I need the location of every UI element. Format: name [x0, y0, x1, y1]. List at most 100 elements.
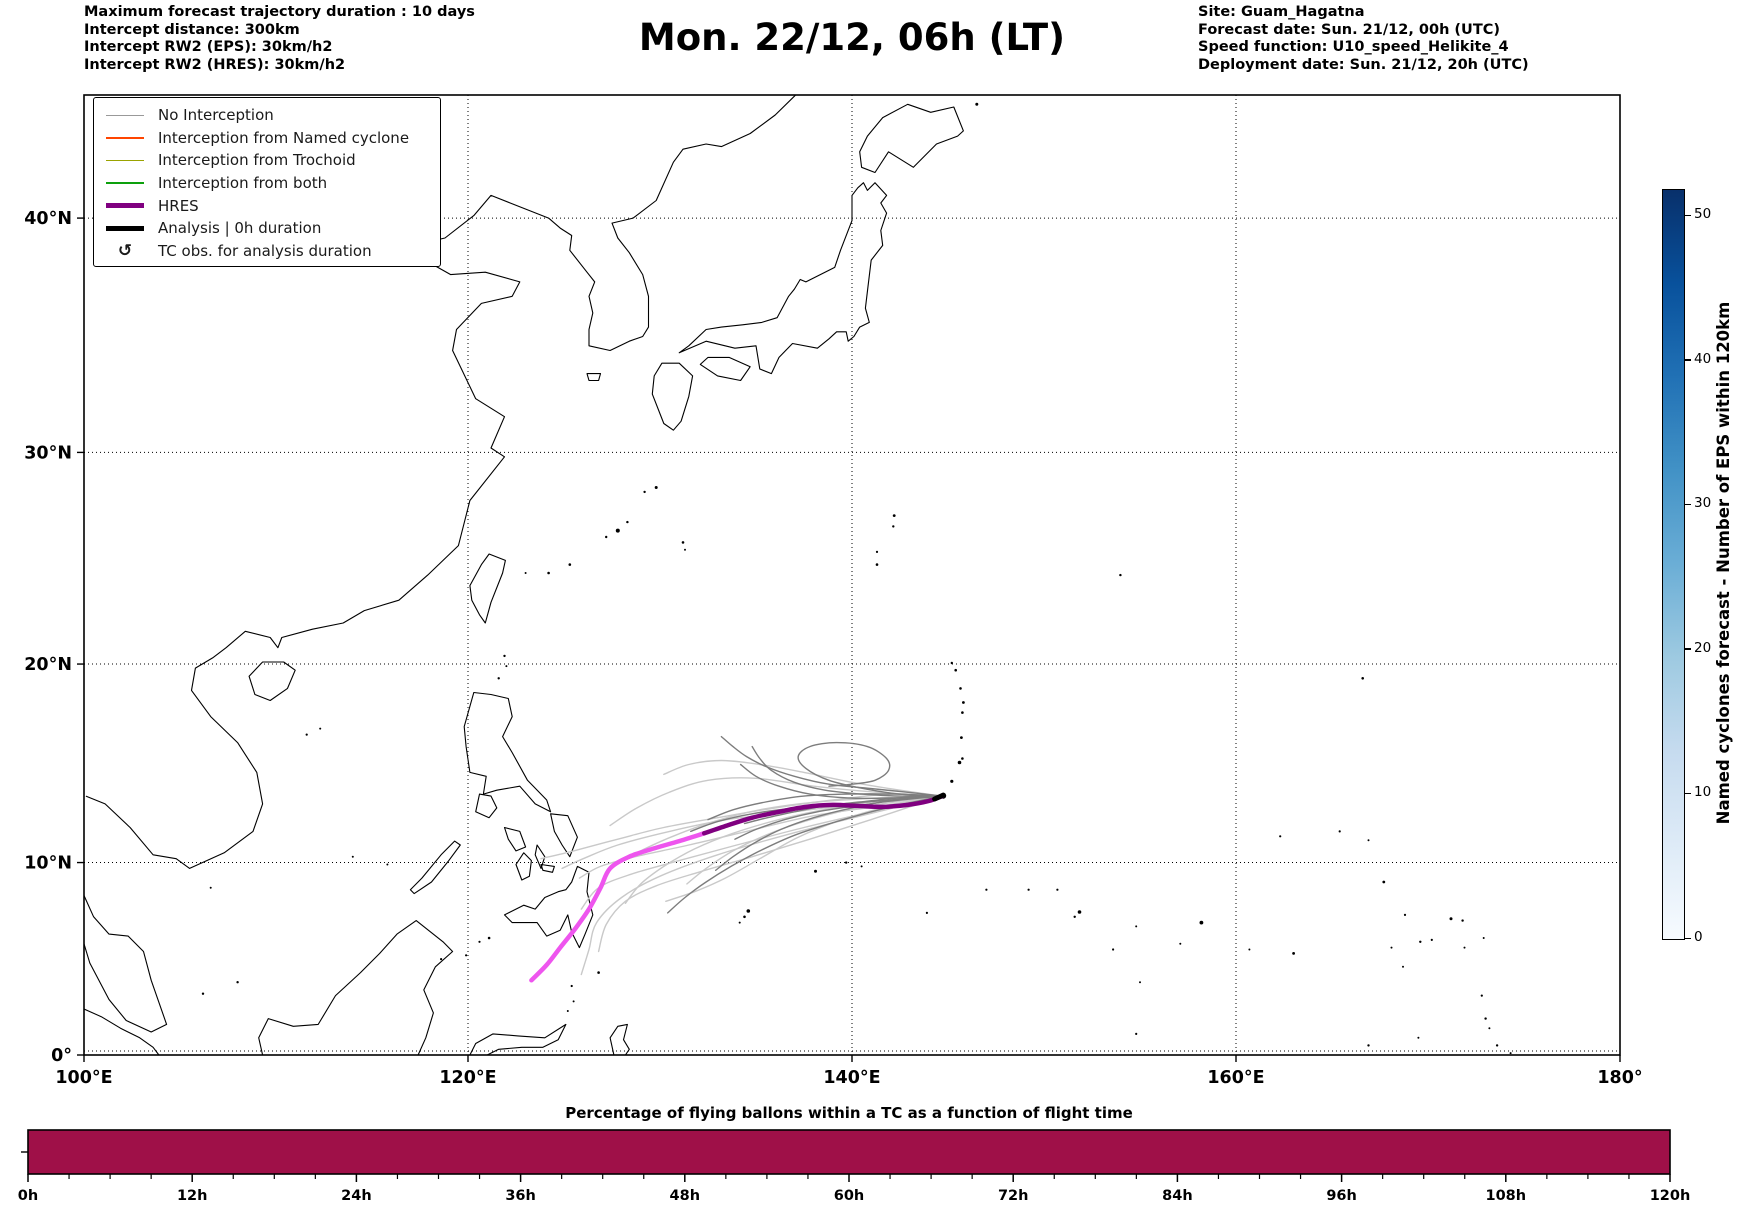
island-dot: [305, 733, 308, 736]
coastline-hainan: [248, 661, 296, 702]
colorbar-tick: [1684, 214, 1691, 216]
island-dot: [950, 661, 953, 665]
page-title: Mon. 22/12, 06h (LT): [638, 16, 1066, 59]
ensemble-trajectory: [751, 745, 943, 797]
island-dot: [1482, 937, 1485, 939]
ensemble-trajectory: [667, 795, 943, 914]
flight-time-tick-label: 12h: [177, 1188, 208, 1204]
island-dot: [236, 981, 239, 984]
x-axis-tick-label: 120°E: [439, 1068, 496, 1088]
island-dot: [505, 665, 508, 668]
island-dot: [497, 677, 500, 680]
island-dot: [597, 971, 600, 974]
ensemble-trajectory-no-interception: [663, 759, 943, 797]
coastline-sumatra: [84, 1008, 160, 1055]
island-dot: [1417, 1036, 1420, 1039]
coastline-honshu: [678, 182, 888, 375]
island-dot: [487, 936, 491, 940]
island-dot: [1463, 946, 1466, 949]
map-content: [84, 95, 1620, 1055]
purple-line-sample: [106, 203, 144, 209]
colorbar-tick-label: 50: [1694, 206, 1712, 222]
y-axis-tick-label: 20°N: [24, 655, 72, 675]
island-dot: [985, 888, 988, 891]
island-dot: [570, 984, 573, 988]
flight-time-tick-label: 108h: [1486, 1188, 1527, 1204]
island-dot: [959, 687, 962, 690]
island-dot: [1292, 952, 1295, 955]
legend-item-hres: HRES: [94, 194, 440, 217]
analysis-track: [932, 792, 946, 802]
island-dot: [960, 736, 963, 739]
island-dot: [1461, 919, 1464, 922]
island-dot: [875, 563, 879, 566]
island-dot: [860, 865, 863, 868]
ensemble-trajectory: [797, 741, 943, 797]
gray-line-sample: [106, 114, 144, 117]
flight-time-tick-label: 120h: [1650, 1188, 1691, 1204]
island-dot: [681, 541, 685, 544]
island-dot: [1112, 948, 1115, 951]
island-dot: [626, 520, 629, 524]
island-dot: [503, 654, 506, 658]
island-dot: [925, 911, 929, 915]
island-dot: [1402, 965, 1404, 968]
island-dot: [1056, 888, 1059, 891]
olive-line-sample: [106, 159, 144, 162]
colorbar-tick: [1684, 648, 1691, 650]
island-dot: [1027, 888, 1030, 891]
island-dot: [684, 548, 686, 551]
site-info-block: Site: Guam_Hagatna Forecast date: Sun. 2…: [1198, 4, 1529, 74]
island-dot: [1199, 920, 1204, 925]
ensemble-trajectory-no-interception: [580, 795, 943, 976]
coastline-korea-primorye: [548, 95, 797, 352]
legend-label: Analysis | 0h duration: [158, 219, 322, 238]
island-dot: [746, 909, 751, 913]
y-axis-tick-label: 30°N: [24, 443, 72, 463]
island-dot: [845, 861, 848, 864]
island-dot: [1484, 1017, 1487, 1020]
coastline-taiwan: [469, 553, 506, 624]
island-dot: [961, 757, 964, 760]
config-line-rw2-hres: Intercept RW2 (HRES): 30km/h2: [84, 56, 346, 73]
legend-item-no-interception: No Interception: [94, 104, 440, 127]
coastline-mindoro: [475, 793, 498, 819]
legend-label: Interception from both: [158, 174, 328, 193]
coastline-palawan: [409, 840, 461, 895]
legend-item-both: Interception from both: [94, 172, 440, 195]
flight-time-tick-label: 24h: [341, 1188, 372, 1204]
island-dot: [1361, 677, 1364, 680]
island-dot: [743, 915, 746, 919]
legend-label: Interception from Trochoid: [158, 151, 356, 170]
coastline-sulawesi-north: [469, 1023, 567, 1055]
percentage-bar: [27, 1129, 1671, 1175]
island-dot: [615, 528, 620, 533]
coastline-jeju: [586, 373, 602, 382]
flight-time-tick-label: 96h: [1326, 1188, 1357, 1204]
island-dot: [319, 727, 322, 730]
island-dot: [1073, 915, 1076, 918]
island-dot: [1248, 948, 1251, 951]
map-legend: No Interception Interception from Named …: [93, 97, 441, 268]
island-dot: [1382, 880, 1386, 884]
island-dot: [892, 525, 895, 528]
flight-time-tick-label: 48h: [670, 1188, 701, 1204]
x-axis-tick-label: 180°: [1597, 1068, 1642, 1088]
black-line-sample: [106, 225, 144, 231]
flight-time-tick-label: 0h: [18, 1188, 38, 1204]
coastline-halmahera: [609, 1023, 630, 1055]
island-dot: [1419, 940, 1422, 943]
legend-label: TC obs. for analysis duration: [158, 241, 372, 260]
eps-count-colorbar: [1662, 189, 1685, 940]
island-dot: [961, 711, 964, 714]
island-dot: [524, 572, 527, 574]
colorbar-tick: [1684, 359, 1691, 361]
island-dot: [465, 954, 468, 957]
island-dot: [351, 855, 354, 858]
island-dot: [738, 921, 741, 924]
y-axis-tick-label: 10°N: [24, 854, 72, 874]
coastline-mindanao: [503, 865, 594, 949]
island-dot: [201, 992, 205, 995]
legend-label: HRES: [158, 196, 199, 215]
